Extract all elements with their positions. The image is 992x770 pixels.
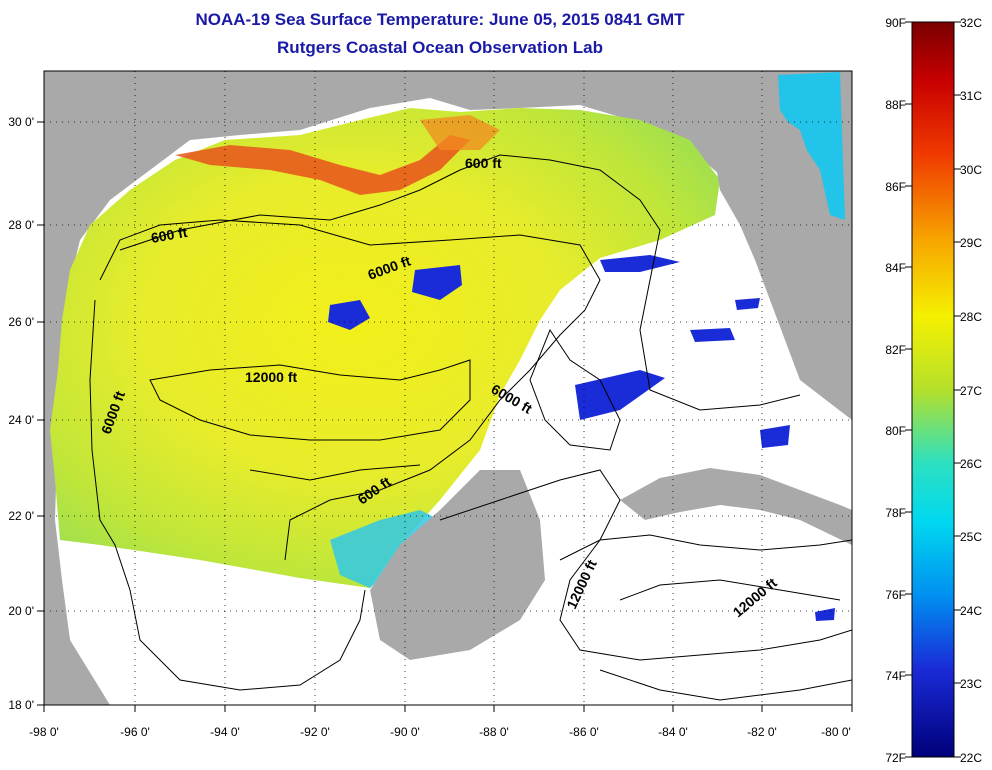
longitude-tick-label: -88 0' <box>479 725 509 739</box>
colorbar-c-label: 28C <box>960 310 982 324</box>
sst-coverage <box>50 108 720 588</box>
colorbar-c-label: 32C <box>960 16 982 30</box>
cool-patches <box>328 255 835 621</box>
colorbar-c-label: 22C <box>960 751 982 765</box>
colorbar-c-label: 29C <box>960 236 982 250</box>
caribbean-water <box>540 530 852 705</box>
longitude-tick-label: -94 0' <box>210 725 240 739</box>
latitude-tick-label: 26 0' <box>8 315 34 329</box>
contour-label: 600 ft <box>465 155 502 171</box>
depth-contours <box>89 154 852 701</box>
longitude-tick-label: -98 0' <box>29 725 59 739</box>
graticule <box>44 71 852 705</box>
map-area: 600 ft 600 ft 6000 ft 12000 ft 6000 ft 6… <box>44 71 852 705</box>
latitude-tick-label: 24 0' <box>8 413 34 427</box>
florida-east-sst <box>778 72 845 220</box>
colorbar-f-label: 88F <box>885 98 906 112</box>
colorbar-f-label: 72F <box>885 751 906 765</box>
cuba <box>620 468 852 545</box>
colorbar-c-label: 27C <box>960 384 982 398</box>
warm-coastal-band <box>175 135 470 195</box>
colorbar-f-label: 78F <box>885 506 906 520</box>
colorbar-c-label: 25C <box>960 530 982 544</box>
latitude-tick-label: 28 0' <box>8 218 34 232</box>
colorbar-c-label: 26C <box>960 457 982 471</box>
longitude-tick-label: -96 0' <box>120 725 150 739</box>
colorbar-scale <box>911 21 955 758</box>
colorbar-f-label: 76F <box>885 588 906 602</box>
map-subtitle: Rutgers Coastal Ocean Observation Lab <box>277 38 603 57</box>
longitude-tick-label: -84 0' <box>658 725 688 739</box>
latitude-tick-label: 20 0' <box>8 604 34 618</box>
colorbar-c-label: 31C <box>960 89 982 103</box>
longitude-tick-label: -80 0' <box>821 725 851 739</box>
colorbar: 90F 88F 86F 84F 82F 80F 78F 76F 74F 72F … <box>885 16 982 765</box>
cool-coastal-band <box>330 510 440 588</box>
colorbar-f-label: 74F <box>885 669 906 683</box>
colorbar-f-label: 90F <box>885 16 906 30</box>
colorbar-f-label: 84F <box>885 261 906 275</box>
colorbar-c-label: 30C <box>960 163 982 177</box>
longitude-tick-label: -82 0' <box>747 725 777 739</box>
map-frame <box>43 70 853 706</box>
colorbar-f-label: 82F <box>885 343 906 357</box>
axis-ticks <box>37 121 853 712</box>
florida <box>710 110 840 385</box>
warm-patch <box>420 115 500 150</box>
map-title: NOAA-19 Sea Surface Temperature: June 05… <box>195 10 685 29</box>
mexico-coast <box>44 71 100 705</box>
latitude-tick-label: 30 0' <box>8 115 34 129</box>
colorbar-f-label: 86F <box>885 180 906 194</box>
latitude-tick-label: 22 0' <box>8 509 34 523</box>
colorbar-c-label: 23C <box>960 677 982 691</box>
colorbar-c-label: 24C <box>960 604 982 618</box>
longitude-tick-label: -86 0' <box>569 725 599 739</box>
yucatan <box>370 470 545 660</box>
longitude-tick-label: -90 0' <box>390 725 420 739</box>
longitude-tick-label: -92 0' <box>300 725 330 739</box>
contour-label: 600 ft <box>150 224 189 246</box>
latitude-tick-label: 18 0' <box>8 698 34 712</box>
colorbar-f-label: 80F <box>885 424 906 438</box>
contour-label: 12000 ft <box>245 369 297 385</box>
